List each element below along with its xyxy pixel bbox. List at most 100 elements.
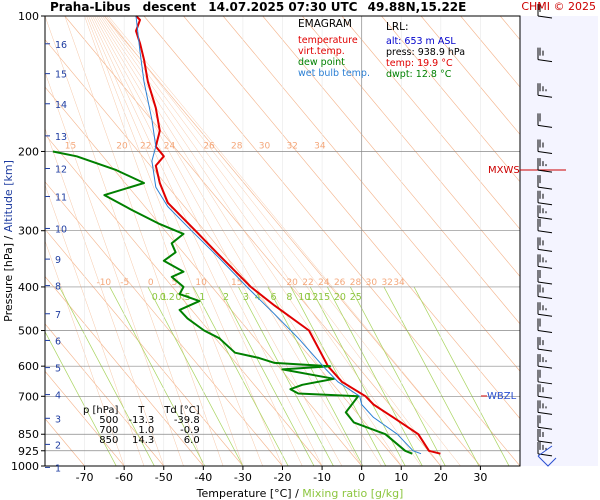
- table-cell: 1.0: [138, 425, 155, 436]
- potential-temp-label: 26: [334, 278, 346, 288]
- mode-label: descent: [142, 0, 197, 14]
- mixing-ratio-label: 2: [223, 292, 229, 303]
- potential-temp-label: 22: [140, 141, 151, 151]
- altitude-label: 5: [55, 364, 61, 375]
- wind-barb-shaft: [537, 265, 553, 269]
- dry-adiabat-line: [262, 16, 520, 325]
- dry-adiabat-line: [45, 276, 204, 466]
- altitude-label: 4: [55, 391, 61, 402]
- dry-adiabat-line: [45, 370, 125, 466]
- potential-temp-label: 30: [259, 141, 271, 151]
- potential-temp-label: 32: [286, 141, 297, 151]
- lrl-line: temp: 19.9 °C: [386, 58, 453, 69]
- potential-temp-label: 32: [381, 278, 392, 288]
- moist-adiabat-line: [100, 16, 402, 466]
- wind-barb-shaft: [537, 365, 553, 369]
- moist-adiabat-line: [108, 16, 481, 466]
- table-row: 500 -13.3 -39.8: [78, 416, 205, 426]
- mixing-ratio-line: [383, 286, 480, 466]
- mixing-ratio-label: 0.2: [160, 292, 175, 303]
- wbzl-label: WBZL: [487, 391, 517, 402]
- y-axis-altitude-label: Altitude [km]: [2, 160, 15, 232]
- table-cell: -39.8: [173, 415, 200, 426]
- y-axis-title: Pressure [hPa] / Altitude [km]: [2, 160, 15, 322]
- potential-temp-label: 10: [195, 278, 207, 288]
- y-tick-label: 400: [18, 281, 39, 294]
- mixing-ratio-line: [350, 286, 446, 466]
- dry-adiabat-line: [104, 16, 481, 466]
- surface-wind-marker: [537, 445, 557, 467]
- altitude-label: 12: [55, 165, 67, 176]
- x-tick-label: 30: [473, 471, 487, 484]
- dry-adiabat-line: [45, 228, 244, 466]
- mixing-ratio-line: [309, 286, 406, 466]
- wind-barb-shaft: [537, 281, 553, 285]
- x-tick-label: -30: [234, 471, 252, 484]
- dry-adiabat-line: [381, 16, 520, 183]
- lrl-line: alt: 653 m ASL: [386, 36, 456, 47]
- potential-temp-label: 34: [314, 141, 326, 151]
- moist-adiabat-line: [90, 16, 303, 466]
- moist-adiabat-line: [86, 16, 263, 466]
- mxws-label: MXWS: [488, 165, 520, 176]
- table-cell: 850: [99, 435, 119, 446]
- potential-temp-label: 20: [116, 141, 128, 151]
- x-tick-label: -60: [115, 471, 133, 484]
- wind-barb-shaft: [537, 124, 553, 128]
- series-wet-bulb-temp--line: [135, 15, 422, 455]
- wind-barb-shaft: [537, 426, 553, 430]
- dry-adiabat-line: [222, 16, 520, 372]
- table-cell: 6.0: [183, 435, 200, 446]
- mixing-ratio-line: [192, 286, 289, 466]
- moist-adiabat-line: [45, 127, 165, 466]
- y-tick-label: 100: [18, 10, 39, 23]
- wind-barb-shaft: [537, 348, 553, 352]
- mixing-ratio-label: 3: [243, 292, 249, 303]
- altitude-label: 16: [55, 40, 67, 51]
- y-tick-label: 700: [18, 390, 39, 403]
- x-tick-label: -50: [155, 471, 173, 484]
- moist-adiabat-line: [88, 16, 283, 466]
- wind-barb-shaft: [537, 295, 553, 299]
- dry-adiabat-line: [45, 181, 283, 466]
- dry-adiabat-line: [183, 16, 520, 420]
- x-tick-label: -20: [274, 471, 292, 484]
- wind-barb-shaft: [537, 411, 553, 415]
- mixing-ratio-line: [267, 286, 364, 466]
- potential-temp-label: 24: [164, 141, 176, 151]
- lrl-box: LRL: alt: 653 m ASL press: 938.9 hPa temp:…: [386, 22, 465, 81]
- x-tick-label: -10: [313, 471, 331, 484]
- table-header: Td [°C]: [164, 405, 200, 416]
- dry-adiabat-line: [45, 323, 164, 466]
- mixing-ratio-label: 6: [271, 292, 277, 303]
- altitude-label: 11: [55, 192, 67, 203]
- altitude-label: 7: [55, 310, 61, 321]
- wind-barb-shaft: [537, 216, 553, 220]
- legend-item: temperature: [298, 35, 358, 46]
- table-cell: -13.3: [128, 415, 155, 426]
- table-cell: 14.3: [132, 435, 155, 446]
- mixing-ratio-label: 25: [350, 292, 362, 303]
- table-row: 850 14.3 6.0: [78, 436, 205, 446]
- wind-barb-shaft: [537, 202, 553, 206]
- mixing-ratio-label: 8: [286, 292, 292, 303]
- wind-barb-shaft: [537, 381, 553, 385]
- moist-adiabat-line: [84, 16, 244, 466]
- potential-temp-label: 0: [148, 278, 154, 288]
- wind-barb-shaft: [537, 313, 553, 317]
- legend-item: virt.temp.: [298, 46, 345, 57]
- lrl-line: dwpt: 12.8 °C: [386, 69, 452, 80]
- legend-item: wet bulb temp.: [298, 68, 370, 79]
- potential-temp-label: -5: [120, 278, 129, 288]
- x-axis-title: Temperature [°C] / Mixing ratio [g/kg]: [196, 487, 404, 500]
- altitude-label: 9: [55, 255, 61, 266]
- mixing-ratio-line: [45, 330, 117, 466]
- y-tick-label: 925: [18, 445, 39, 458]
- y-tick-label: 200: [18, 145, 39, 158]
- table-cell: -0.9: [180, 425, 200, 436]
- y-tick-label: 600: [18, 360, 39, 373]
- table-cell: 500: [99, 415, 119, 426]
- series-dew-point-line: [52, 150, 413, 455]
- legend-title: EMAGRAM: [298, 18, 352, 30]
- mixing-ratio-line: [218, 286, 315, 466]
